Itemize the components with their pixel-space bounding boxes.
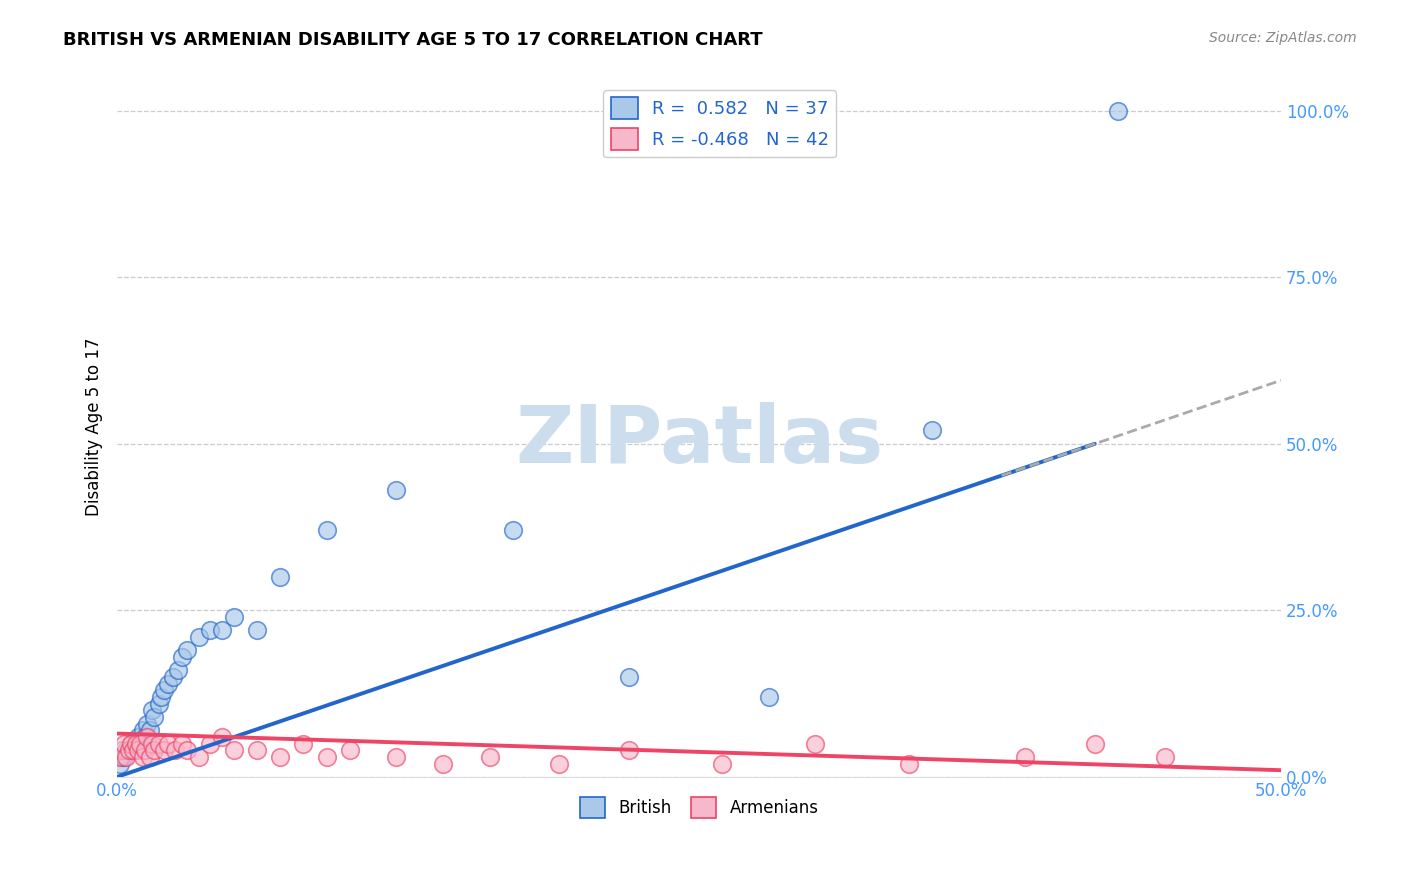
Point [804,737,827,751]
Point [211,730,233,744]
Point [246,743,269,757]
Point [125,737,148,751]
Point [127,730,149,744]
Point [269,750,291,764]
Point [165,743,187,757]
Text: BRITISH VS ARMENIAN DISABILITY AGE 5 TO 17 CORRELATION CHART: BRITISH VS ARMENIAN DISABILITY AGE 5 TO … [63,31,763,49]
Point [339,743,361,757]
Point [315,524,337,538]
Point [1084,737,1107,751]
Point [502,524,524,538]
Point [112,750,135,764]
Point [176,743,198,757]
Point [1107,103,1129,118]
Point [211,624,233,638]
Point [385,750,408,764]
Point [132,750,155,764]
Point [122,743,145,757]
Point [120,737,142,751]
Point [134,743,156,757]
Y-axis label: Disability Age 5 to 17: Disability Age 5 to 17 [86,338,103,516]
Point [292,737,315,751]
Point [129,737,152,751]
Point [176,643,198,657]
Point [172,737,194,751]
Legend: British, Armenians: British, Armenians [574,791,825,824]
Point [187,750,209,764]
Point [162,670,184,684]
Point [921,424,943,438]
Point [200,737,222,751]
Point [141,737,163,751]
Point [115,750,138,764]
Point [132,723,155,738]
Point [619,743,641,757]
Point [118,743,141,757]
Text: ZIPatlas: ZIPatlas [515,402,883,480]
Point [200,624,222,638]
Point [548,756,571,771]
Point [385,483,408,498]
Point [1153,750,1175,764]
Point [112,737,135,751]
Point [111,750,134,764]
Point [122,743,145,757]
Point [172,650,194,665]
Point [125,737,148,751]
Point [897,756,920,771]
Point [157,737,180,751]
Point [139,750,162,764]
Point [222,610,245,624]
Text: Source: ZipAtlas.com: Source: ZipAtlas.com [1209,31,1357,45]
Point [1014,750,1036,764]
Point [758,690,780,704]
Point [141,703,163,717]
Point [129,737,152,751]
Point [143,710,166,724]
Point [120,737,142,751]
Point [139,723,162,738]
Point [619,670,641,684]
Point [166,663,188,677]
Point [108,756,131,771]
Point [108,750,131,764]
Point [127,743,149,757]
Point [432,756,454,771]
Point [115,743,138,757]
Point [157,676,180,690]
Point [148,697,170,711]
Point [478,750,501,764]
Point [222,743,245,757]
Point [315,750,337,764]
Point [187,630,209,644]
Point [150,690,173,704]
Point [269,570,291,584]
Point [246,624,269,638]
Point [711,756,734,771]
Point [134,730,156,744]
Point [136,716,159,731]
Point [143,743,166,757]
Point [136,730,159,744]
Point [152,743,174,757]
Point [152,683,174,698]
Point [111,743,134,757]
Point [148,737,170,751]
Point [118,743,141,757]
